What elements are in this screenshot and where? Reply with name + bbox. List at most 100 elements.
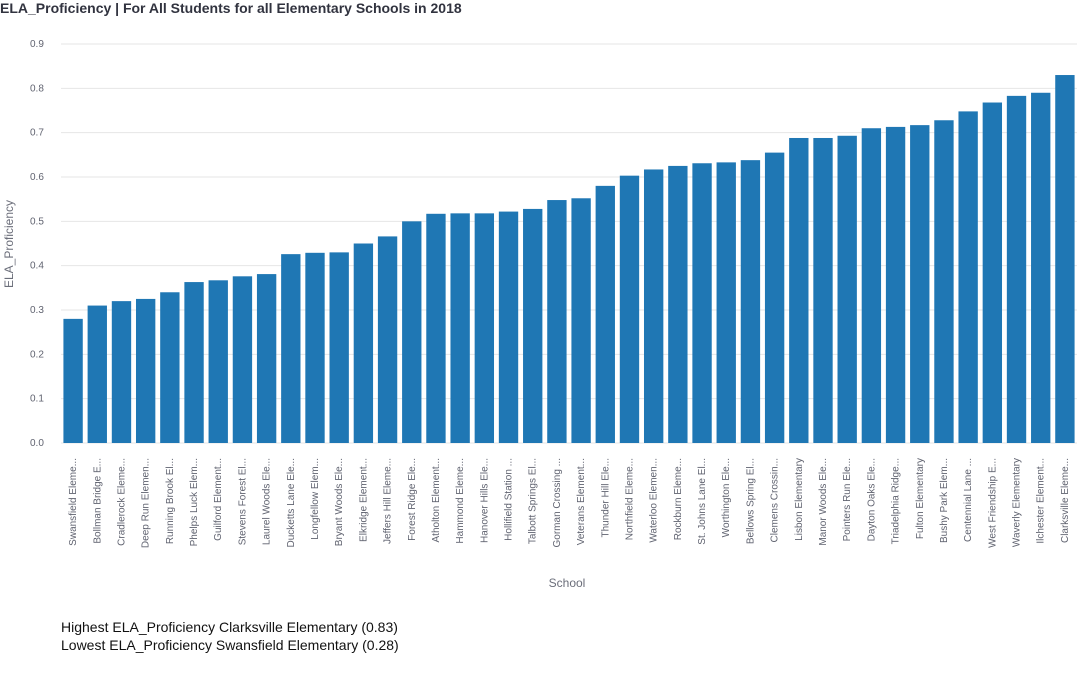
x-tick-label: Talbott Springs El... <box>528 458 539 544</box>
bar[interactable] <box>232 276 253 443</box>
x-tick-label: Deep Run Elemen... <box>141 458 152 548</box>
x-tick-label: Ducketts Lane Ele... <box>286 458 297 548</box>
bar[interactable] <box>402 221 422 443</box>
x-tick-label: St. Johns Lane El... <box>697 458 708 545</box>
y-tick-label: 0.9 <box>30 39 44 50</box>
x-tick-label: Swansfield Eleme... <box>68 458 79 546</box>
y-tick-label: 0.2 <box>30 349 44 360</box>
bar[interactable] <box>426 213 446 443</box>
x-tick-label: Bushy Park Elem... <box>939 458 950 543</box>
bar[interactable] <box>281 254 301 443</box>
bar[interactable] <box>789 137 809 443</box>
x-tick-label: Bollman Bridge E... <box>92 458 103 544</box>
x-tick-label: Pointers Run Ele... <box>842 458 853 541</box>
x-tick-label: Hanover Hills Ele... <box>479 458 490 543</box>
x-tick-label: Rockburn Eleme... <box>673 458 684 540</box>
bar[interactable] <box>934 120 954 444</box>
x-tick-label: Gorman Crossing ... <box>552 458 563 547</box>
bar[interactable] <box>692 163 712 444</box>
y-tick-label: 0.4 <box>30 261 44 272</box>
x-tick-label: Cradlerock Eleme... <box>116 458 127 546</box>
y-tick-label: 0.0 <box>30 438 44 449</box>
y-axis-ticks: 0.0 0.1 0.2 0.3 0.4 0.5 0.6 0.7 0.8 0.9 <box>30 39 44 449</box>
bar[interactable] <box>837 135 857 443</box>
x-tick-label: Guilford Element... <box>213 458 224 541</box>
x-tick-label: Fulton Elementary <box>915 458 926 539</box>
bar[interactable] <box>523 208 543 443</box>
bar[interactable] <box>1006 95 1027 444</box>
x-tick-label: West Friendship E... <box>987 458 998 548</box>
y-tick-label: 0.3 <box>30 305 44 316</box>
bars <box>63 75 1075 444</box>
x-tick-label: Waterloo Elemen... <box>649 458 660 543</box>
bar[interactable] <box>160 292 180 443</box>
x-tick-label: Centennial Lane ... <box>963 458 974 542</box>
bar[interactable] <box>305 252 325 443</box>
bar[interactable] <box>63 318 83 443</box>
x-tick-label: Hollifield Station ... <box>504 458 515 541</box>
bar[interactable] <box>982 102 1003 444</box>
bar[interactable] <box>740 160 761 444</box>
x-tick-label: Triadelphia Ridge... <box>891 458 902 544</box>
x-tick-label: Lisbon Elementary <box>794 458 805 541</box>
bar[interactable] <box>547 200 567 443</box>
x-tick-label: Veterans Element... <box>576 458 587 545</box>
y-tick-label: 0.8 <box>30 83 44 94</box>
y-tick-label: 0.7 <box>30 128 44 139</box>
bar[interactable] <box>498 211 519 443</box>
bar[interactable] <box>571 198 591 443</box>
bar[interactable] <box>184 282 204 443</box>
bar[interactable] <box>329 252 349 443</box>
bar[interactable] <box>1031 92 1051 444</box>
bar[interactable] <box>111 301 132 443</box>
highest-summary: Highest ELA_Proficiency Clarksville Elem… <box>61 619 398 635</box>
bar[interactable] <box>450 213 470 443</box>
x-tick-label: Clemens Crossin... <box>770 458 781 542</box>
x-tick-label: Stevens Forest El... <box>237 458 248 545</box>
bar[interactable] <box>135 298 156 443</box>
y-tick-label: 0.6 <box>30 172 44 183</box>
bar[interactable] <box>764 152 785 443</box>
gridlines <box>61 43 1077 444</box>
x-tick-label: Jeffers Hill Eleme... <box>383 458 394 544</box>
bar[interactable] <box>958 111 978 444</box>
x-axis-ticks: Swansfield Eleme... Bollman Bridge E... Cr… <box>68 458 1071 548</box>
bar[interactable] <box>813 137 833 443</box>
bar[interactable] <box>716 162 736 443</box>
lowest-summary: Lowest ELA_Proficiency Swansfield Elemen… <box>61 637 399 653</box>
x-tick-label: Hammond Eleme... <box>455 458 466 544</box>
bar[interactable] <box>885 126 906 444</box>
y-tick-label: 0.5 <box>30 216 44 227</box>
x-tick-label: Elkridge Element... <box>358 458 369 542</box>
bar[interactable] <box>910 125 930 443</box>
bar[interactable] <box>474 213 495 443</box>
x-tick-label: Bellows Spring El... <box>745 458 756 544</box>
x-tick-label: Dayton Oaks Ele... <box>866 458 877 541</box>
bar[interactable] <box>256 274 277 443</box>
x-tick-label: Ilchester Element... <box>1036 458 1047 544</box>
x-tick-label: Waverly Elementary <box>1012 458 1023 547</box>
x-tick-label: Manor Woods Ele... <box>818 458 829 546</box>
x-tick-label: Forest Ridge Ele... <box>407 458 418 541</box>
x-tick-label: Running Brook El... <box>165 458 176 544</box>
bar[interactable] <box>595 185 615 443</box>
bar[interactable] <box>643 169 664 444</box>
bar[interactable] <box>353 243 374 444</box>
x-tick-label: Bryant Woods Ele... <box>334 458 345 546</box>
bar[interactable] <box>668 165 688 443</box>
chart-title: ELA_Proficiency | For All Students for a… <box>0 0 462 16</box>
x-tick-label: Longfellow Elem... <box>310 458 321 540</box>
x-tick-label: Phelps Luck Elem... <box>189 458 200 546</box>
bar[interactable] <box>377 236 398 443</box>
bar[interactable] <box>87 305 107 443</box>
x-tick-label: Clarksville Eleme... <box>1060 458 1071 543</box>
x-axis-title: School <box>549 576 586 590</box>
x-tick-label: Atholton Element... <box>431 458 442 543</box>
bar[interactable] <box>1055 75 1075 444</box>
bar[interactable] <box>208 280 228 443</box>
x-tick-label: Laurel Woods Ele... <box>262 458 273 545</box>
bar[interactable] <box>861 128 882 443</box>
bar[interactable] <box>619 175 640 444</box>
x-tick-label: Northfield Eleme... <box>624 458 635 540</box>
